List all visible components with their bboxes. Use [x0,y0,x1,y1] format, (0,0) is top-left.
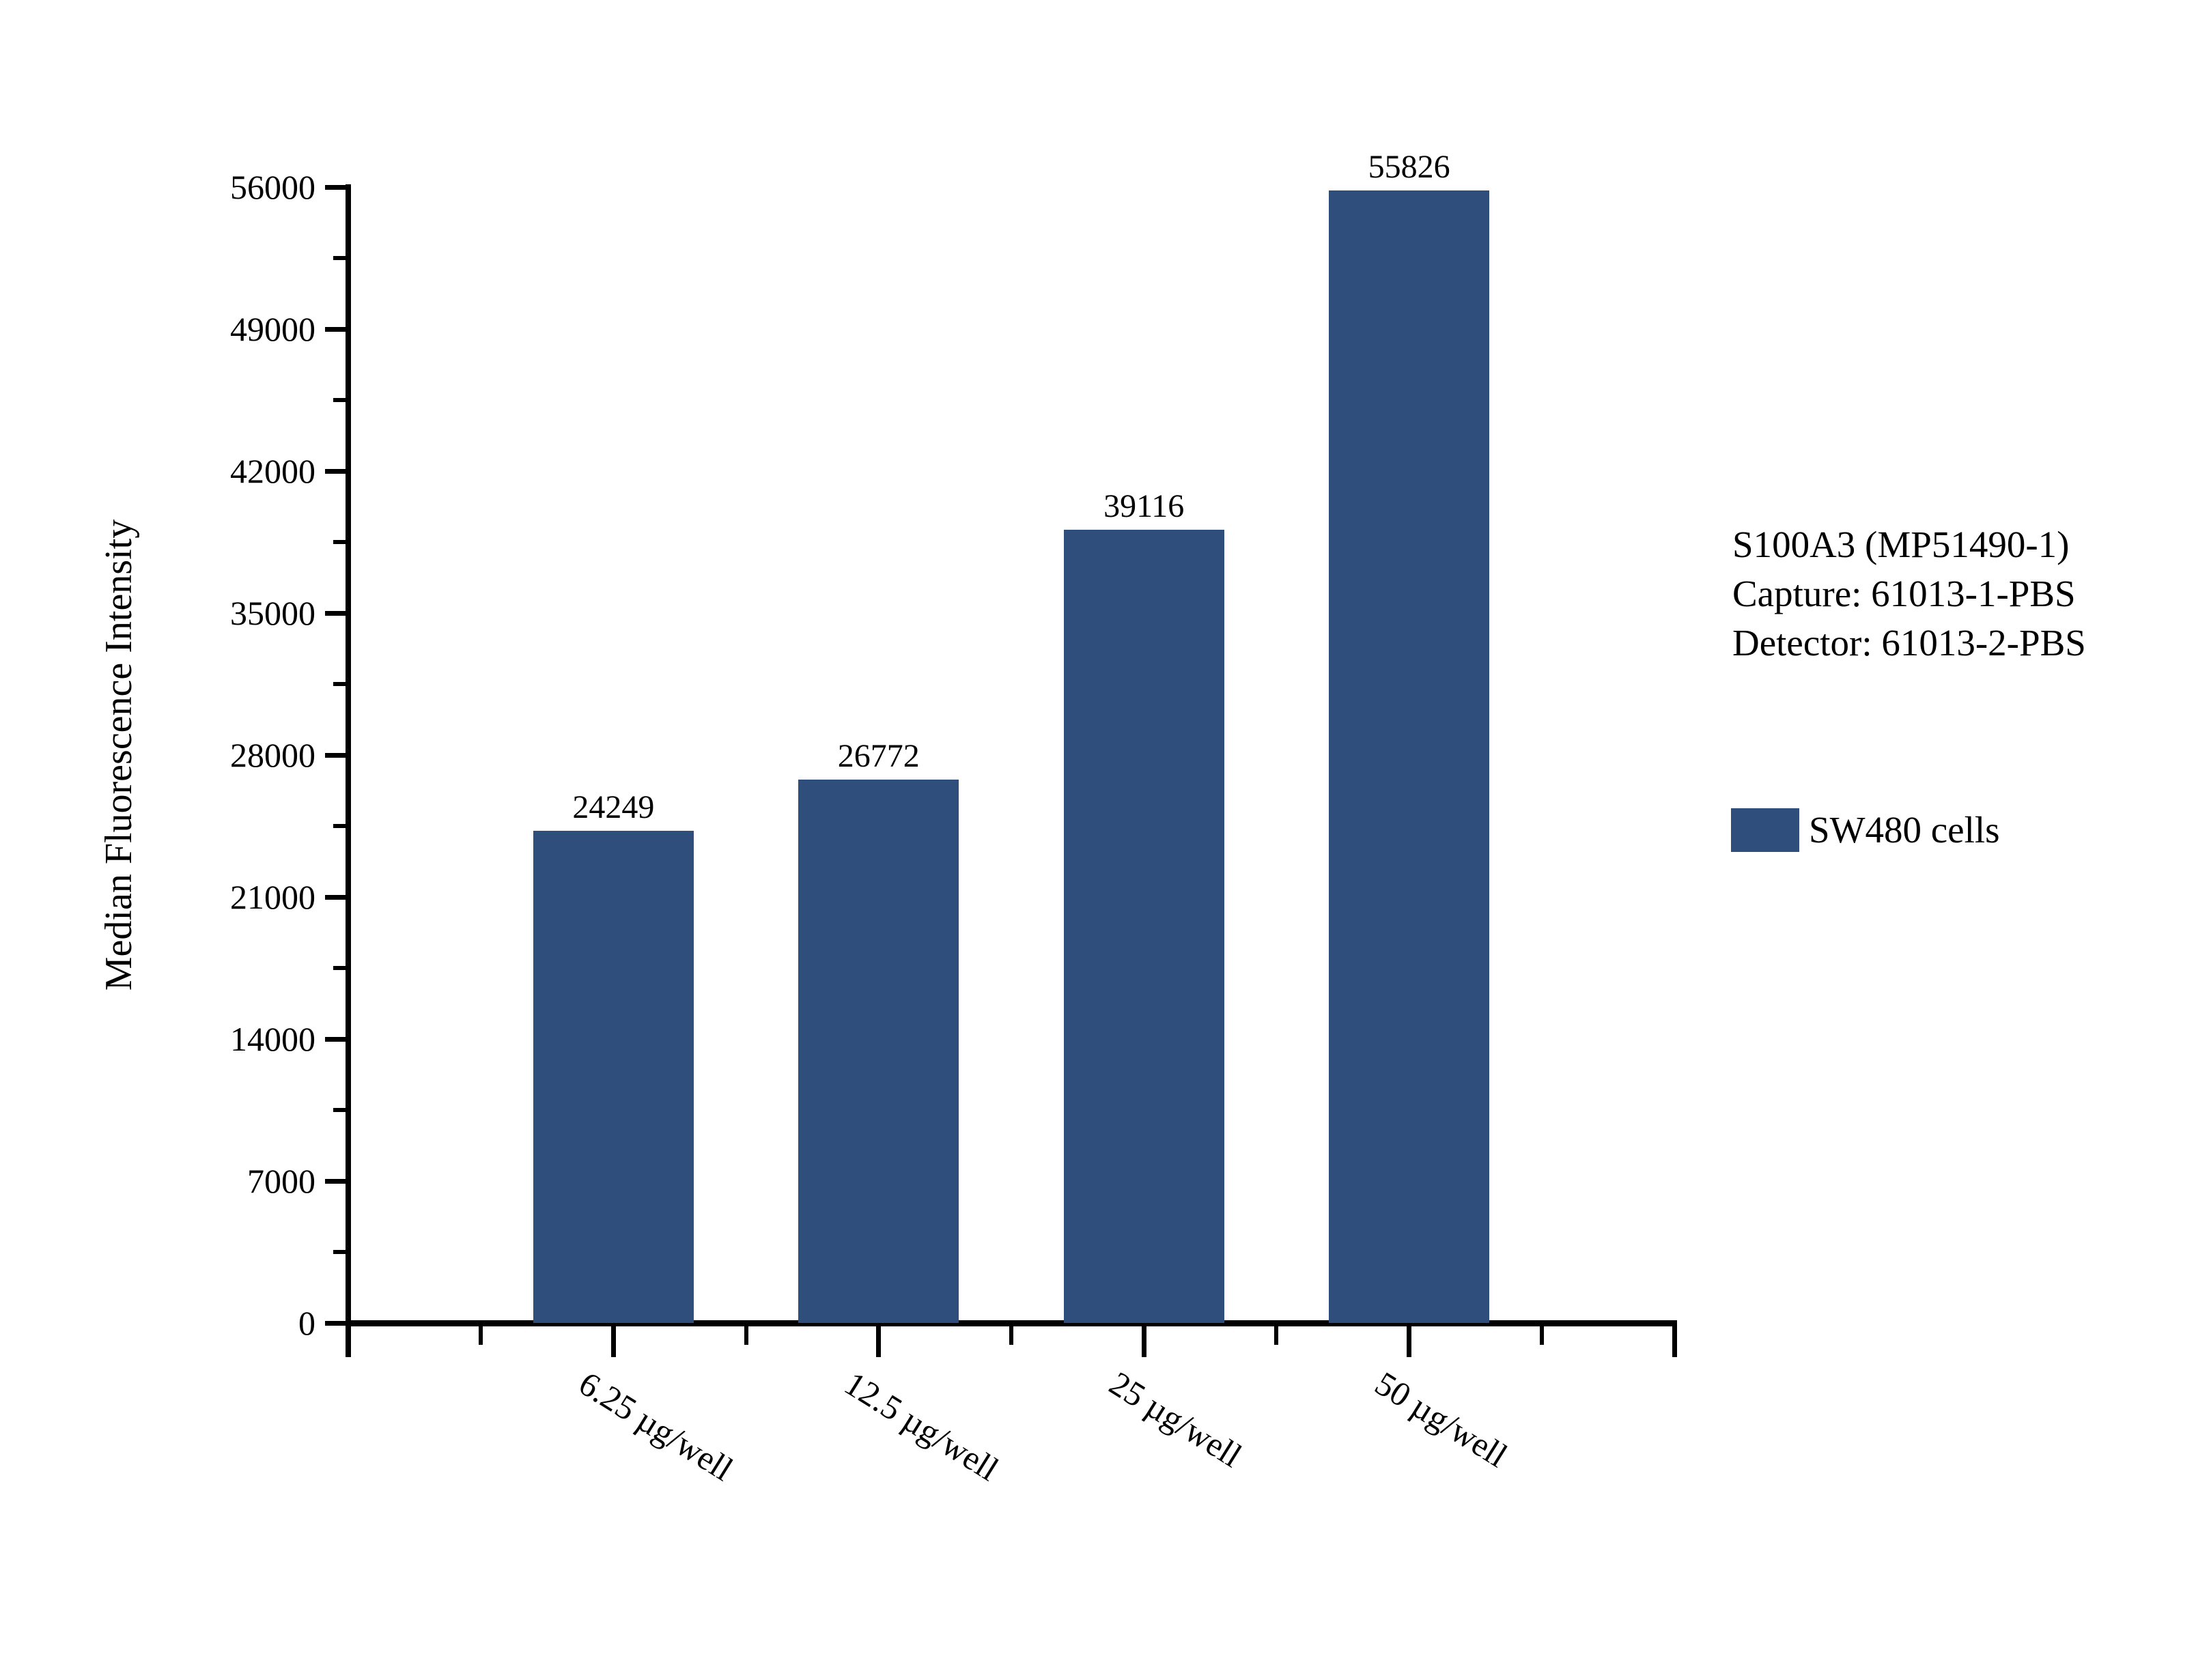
x-axis-end-tick [1672,1326,1677,1357]
bar-2 [798,780,959,1323]
y-axis-minor-tick [333,256,346,260]
x-tick-label: 6.25 µg/well [572,1364,740,1488]
y-axis-major-tick [325,894,346,900]
y-axis-major-tick [325,1178,346,1184]
x-tick-label: 25 µg/well [1103,1364,1249,1475]
y-tick-label: 0 [298,1304,315,1342]
y-tick-label: 56000 [230,168,315,206]
y-axis-major-tick [325,326,346,332]
x-axis-major-tick [1407,1326,1412,1357]
bar-1 [533,831,694,1323]
x-axis-minor-tick [479,1326,483,1345]
y-axis-major-tick [325,1036,346,1042]
x-axis-major-tick [1141,1326,1146,1357]
bar-value-label: 24249 [572,789,655,826]
x-tick-label: 12.5 µg/well [838,1364,1006,1488]
annotation-line-1: S100A3 (MP51490-1) [1732,524,2070,565]
bar-value-label: 39116 [1103,487,1185,524]
y-axis-minor-tick [333,1250,346,1254]
y-axis-minor-tick [333,682,346,686]
x-axis-minor-tick [1009,1326,1013,1345]
annotation-line-2: Capture: 61013-1-PBS [1732,573,2076,614]
y-tick-label: 49000 [230,310,315,348]
annotation-block: S100A3 (MP51490-1) Capture: 61013-1-PBS … [1732,520,2086,668]
y-axis-minor-tick [333,398,346,402]
y-axis-minor-tick [333,540,346,544]
y-tick-label: 35000 [230,594,315,632]
legend-swatch [1731,808,1799,852]
y-axis-line [346,184,351,1357]
y-tick-label: 42000 [230,452,315,490]
y-axis-minor-tick [333,966,346,970]
y-tick-label: 14000 [230,1020,315,1058]
y-axis-major-tick [325,752,346,758]
x-axis-minor-tick [744,1326,748,1345]
x-axis-major-tick [876,1326,882,1357]
annotation-line-3: Detector: 61013-2-PBS [1732,622,2086,664]
legend-label: SW480 cells [1809,809,2000,851]
x-axis-line [346,1320,1677,1326]
y-tick-label: 7000 [247,1162,315,1200]
bar-3 [1063,529,1224,1323]
legend: SW480 cells [1731,808,2000,852]
bar-value-label: 55826 [1368,149,1450,186]
y-axis-minor-tick [333,824,346,828]
x-tick-label: 50 µg/well [1368,1364,1515,1475]
y-axis-major-tick [325,184,346,190]
x-axis-minor-tick [1539,1326,1544,1345]
y-axis-major-tick [325,610,346,616]
y-axis-minor-tick [333,1108,346,1112]
x-axis-major-tick [610,1326,616,1357]
y-tick-label: 28000 [230,736,315,774]
y-axis-title: Median Fluorescence Intensity [98,519,140,991]
bar-value-label: 26772 [837,738,920,775]
y-axis-major-tick [325,1320,346,1326]
x-axis-minor-tick [1274,1326,1279,1345]
bar-4 [1329,190,1490,1323]
y-axis-major-tick [325,468,346,474]
y-tick-label: 21000 [230,878,315,916]
